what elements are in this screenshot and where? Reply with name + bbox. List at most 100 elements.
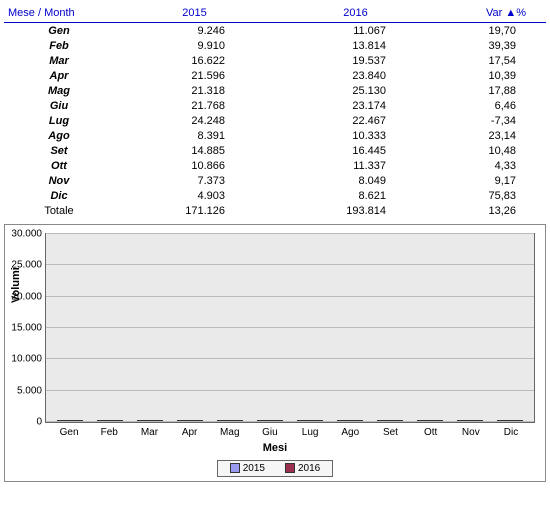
xtick-label: Gen (49, 427, 89, 438)
gridline (46, 390, 534, 391)
cell-var: 75,83 (436, 188, 546, 203)
cell-month: Gen (4, 23, 114, 39)
xtick-label: Ago (330, 427, 370, 438)
cell-month: Apr (4, 68, 114, 83)
table-row: Nov7.3738.0499,17 (4, 173, 546, 188)
cell-2016: 16.445 (275, 143, 436, 158)
ytick-label: 5.000 (6, 385, 42, 396)
gridline (46, 358, 534, 359)
cell-2015: 14.885 (114, 143, 275, 158)
cell-2015: 7.373 (114, 173, 275, 188)
xtick-label: Apr (170, 427, 210, 438)
table-row: Dic4.9038.62175,83 (4, 188, 546, 203)
ytick-label: 15.000 (6, 323, 42, 334)
chart-plot-area: 05.00010.00015.00020.00025.00030.000 (45, 233, 535, 423)
cell-var: 17,54 (436, 53, 546, 68)
cell-var: 23,14 (436, 128, 546, 143)
cell-2016: 23.840 (275, 68, 436, 83)
cell-var: 10,39 (436, 68, 546, 83)
cell-var: -7,34 (436, 113, 546, 128)
table-row: Apr21.59623.84010,39 (4, 68, 546, 83)
cell-month: Nov (4, 173, 114, 188)
cell-total-var: 13,26 (436, 203, 546, 218)
legend-label: 2015 (243, 463, 265, 474)
cell-month: Mar (4, 53, 114, 68)
xtick-label: Mar (129, 427, 169, 438)
legend-item: 2015 (230, 463, 265, 474)
cell-2016: 10.333 (275, 128, 436, 143)
cell-month: Set (4, 143, 114, 158)
cell-2016: 8.621 (275, 188, 436, 203)
table-row: Ott10.86611.3374,33 (4, 158, 546, 173)
cell-2015: 9.910 (114, 38, 275, 53)
xtick-label: Mag (210, 427, 250, 438)
cell-var: 39,39 (436, 38, 546, 53)
table-total-row: Totale171.126193.81413,26 (4, 203, 546, 218)
ytick-label: 30.000 (6, 229, 42, 240)
cell-month: Mag (4, 83, 114, 98)
cell-total-2015: 171.126 (114, 203, 275, 218)
cell-2016: 11.337 (275, 158, 436, 173)
cell-var: 17,88 (436, 83, 546, 98)
cell-2015: 21.768 (114, 98, 275, 113)
ytick-label: 25.000 (6, 260, 42, 271)
ytick-label: 20.000 (6, 291, 42, 302)
legend-item: 2016 (285, 463, 320, 474)
cell-2015: 10.866 (114, 158, 275, 173)
table-row: Feb9.91013.81439,39 (4, 38, 546, 53)
cell-2015: 4.903 (114, 188, 275, 203)
cell-total-label: Totale (4, 203, 114, 218)
xtick-label: Lug (290, 427, 330, 438)
header-2015: 2015 (114, 4, 275, 23)
cell-2016: 19.537 (275, 53, 436, 68)
xtick-label: Dic (491, 427, 531, 438)
xtick-label: Ott (411, 427, 451, 438)
cell-month: Feb (4, 38, 114, 53)
cell-2015: 24.248 (114, 113, 275, 128)
cell-2016: 11.067 (275, 23, 436, 39)
table-row: Ago8.39110.33323,14 (4, 128, 546, 143)
xtick-label: Nov (451, 427, 491, 438)
cell-var: 10,48 (436, 143, 546, 158)
cell-2015: 16.622 (114, 53, 275, 68)
cell-2016: 23.174 (275, 98, 436, 113)
cell-2015: 21.318 (114, 83, 275, 98)
table-row: Gen9.24611.06719,70 (4, 23, 546, 39)
chart-legend: 2015 2016 (217, 460, 334, 477)
cell-2015: 9.246 (114, 23, 275, 39)
gridline (46, 327, 534, 328)
cell-month: Dic (4, 188, 114, 203)
cell-var: 9,17 (436, 173, 546, 188)
cell-2016: 25.130 (275, 83, 436, 98)
gridline (46, 233, 534, 234)
gridline (46, 296, 534, 297)
cell-2016: 8.049 (275, 173, 436, 188)
header-var: Var ▲% (436, 4, 546, 23)
table-row: Mar16.62219.53717,54 (4, 53, 546, 68)
table-row: Mag21.31825.13017,88 (4, 83, 546, 98)
chart-container: Volumi 05.00010.00015.00020.00025.00030.… (4, 224, 546, 482)
legend-swatch (285, 463, 295, 473)
ytick-label: 10.000 (6, 354, 42, 365)
cell-total-2016: 193.814 (275, 203, 436, 218)
cell-month: Ago (4, 128, 114, 143)
cell-month: Ott (4, 158, 114, 173)
header-month: Mese / Month (4, 4, 114, 23)
cell-var: 4,33 (436, 158, 546, 173)
cell-2016: 22.467 (275, 113, 436, 128)
gridline (46, 264, 534, 265)
data-table: Mese / Month 2015 2016 Var ▲% Gen9.24611… (4, 4, 546, 218)
table-row: Set14.88516.44510,48 (4, 143, 546, 158)
cell-2016: 13.814 (275, 38, 436, 53)
header-2016: 2016 (275, 4, 436, 23)
cell-month: Lug (4, 113, 114, 128)
xtick-label: Feb (89, 427, 129, 438)
cell-var: 19,70 (436, 23, 546, 39)
gridline (46, 421, 534, 422)
table-row: Giu21.76823.1746,46 (4, 98, 546, 113)
cell-month: Giu (4, 98, 114, 113)
ytick-label: 0 (6, 417, 42, 428)
cell-var: 6,46 (436, 98, 546, 113)
xtick-label: Set (370, 427, 410, 438)
cell-2015: 21.596 (114, 68, 275, 83)
